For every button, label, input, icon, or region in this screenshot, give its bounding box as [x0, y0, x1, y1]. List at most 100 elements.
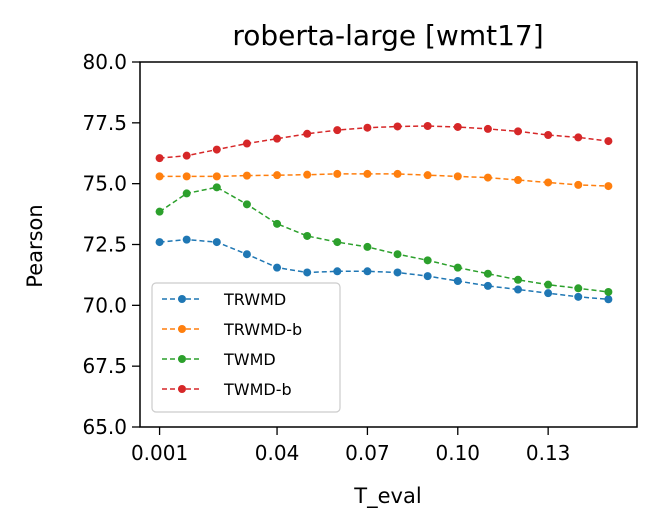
data-point: [483, 124, 492, 133]
legend-label: TRWMD-b: [223, 320, 302, 339]
series-twmd-b: [155, 121, 613, 163]
legend-item: TRWMD: [162, 290, 286, 309]
x-tick-label: 0.07: [345, 441, 390, 465]
data-point: [423, 272, 432, 281]
y-tick-label: 65.0: [82, 415, 127, 439]
data-point: [363, 123, 372, 132]
data-point: [303, 231, 312, 240]
data-point: [182, 151, 191, 160]
data-point: [483, 281, 492, 290]
data-point: [182, 172, 191, 181]
data-point: [514, 176, 523, 185]
data-point: [273, 134, 282, 143]
legend-label: TWMD-b: [223, 380, 292, 399]
data-point: [363, 267, 372, 276]
data-point: [544, 289, 553, 298]
legend-marker: [178, 295, 186, 303]
series-trwmd-b: [155, 169, 613, 191]
series-line: [159, 125, 609, 159]
data-point: [273, 263, 282, 272]
data-point: [604, 295, 613, 304]
legend-marker: [178, 355, 186, 363]
data-point: [393, 268, 402, 277]
data-point: [574, 292, 583, 301]
data-point: [242, 171, 251, 180]
data-point: [182, 235, 191, 244]
legend-label: TRWMD: [223, 290, 286, 309]
data-point: [423, 171, 432, 180]
y-tick-label: 70.0: [82, 293, 127, 317]
data-point: [423, 256, 432, 265]
data-point: [393, 122, 402, 131]
chart-title: roberta-large [wmt17]: [232, 19, 543, 52]
data-point: [212, 238, 221, 247]
series-trwmd: [155, 235, 613, 304]
data-point: [363, 242, 372, 251]
data-point: [363, 169, 372, 178]
legend: TRWMD TRWMD-b TWMD TWMD-b: [151, 282, 341, 413]
series-line: [159, 238, 609, 301]
data-point: [453, 277, 462, 285]
data-point: [155, 172, 164, 181]
data-point: [393, 250, 402, 259]
y-tick-label: 67.5: [82, 354, 127, 378]
data-point: [242, 139, 251, 148]
legend-marker: [178, 325, 186, 333]
data-point: [453, 172, 462, 181]
data-point: [604, 137, 613, 146]
series-twmd: [155, 183, 613, 296]
x-tick-label: 0.001: [131, 441, 188, 465]
legend-box: [151, 282, 341, 413]
data-point: [303, 129, 312, 138]
data-point: [514, 285, 523, 294]
data-point: [273, 171, 282, 180]
legend-marker: [178, 385, 186, 393]
x-tick-label: 0.13: [526, 441, 571, 465]
legend-item: TWMD-b: [162, 380, 292, 399]
data-point: [155, 238, 164, 247]
plot-frame: [139, 61, 638, 428]
data-point: [273, 219, 282, 228]
y-axis-label: Pearson: [23, 204, 47, 287]
x-tick-label: 0.04: [255, 441, 300, 465]
data-point: [483, 173, 492, 182]
data-point: [514, 275, 523, 284]
series-lines: [155, 121, 613, 304]
data-point: [544, 178, 553, 187]
data-point: [514, 127, 523, 136]
data-point: [604, 287, 613, 296]
x-axis-label: T_eval: [353, 484, 421, 509]
legend-item: TWMD: [162, 350, 276, 369]
data-point: [155, 207, 164, 216]
y-tick-label: 72.5: [82, 233, 127, 257]
data-point: [423, 121, 432, 130]
data-point: [333, 238, 342, 247]
data-point: [544, 131, 553, 139]
legend-label: TWMD: [223, 350, 276, 369]
data-point: [483, 269, 492, 278]
data-point: [155, 154, 164, 163]
data-point: [453, 122, 462, 131]
data-point: [303, 170, 312, 179]
data-point: [333, 126, 342, 135]
data-point: [453, 263, 462, 272]
data-point: [333, 267, 342, 276]
axis-ticks: 65.0 67.5 70.0 72.5 75.0 77.5 80.0 0.001 0.04 0.0…: [82, 50, 570, 465]
data-point: [242, 250, 251, 259]
data-point: [212, 145, 221, 154]
data-point: [574, 284, 583, 293]
data-point: [393, 169, 402, 178]
legend-item: TRWMD-b: [162, 320, 302, 339]
data-point: [212, 183, 221, 192]
data-point: [574, 180, 583, 189]
series-line: [159, 186, 609, 293]
data-point: [333, 169, 342, 178]
x-tick-label: 0.10: [436, 441, 481, 465]
data-point: [242, 200, 251, 209]
series-line: [159, 173, 609, 187]
y-tick-label: 77.5: [82, 111, 127, 135]
data-point: [303, 268, 312, 277]
data-point: [182, 189, 191, 198]
